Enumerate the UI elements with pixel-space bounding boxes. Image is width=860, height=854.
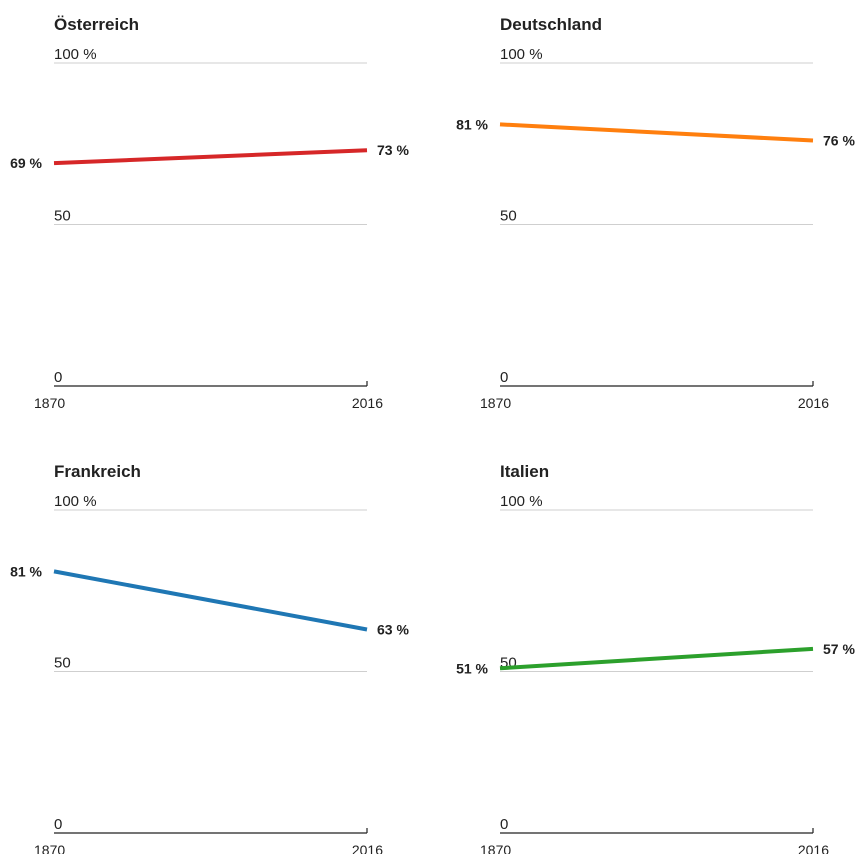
y-tick-label: 0 <box>500 816 508 833</box>
end-value-label: 76 % <box>823 133 855 149</box>
x-tick-label: 2016 <box>352 395 383 411</box>
x-tick-label: 1870 <box>34 395 65 411</box>
y-tick-label: 0 <box>500 369 508 386</box>
y-tick-label: 100 % <box>500 493 543 510</box>
chart-panel: Frankreich 0 50 100 % 1870 2016 81 % 63 % <box>10 462 409 854</box>
end-value-label: 63 % <box>377 622 409 638</box>
x-tick-label: 1870 <box>480 842 511 854</box>
y-tick-label: 0 <box>54 369 62 386</box>
y-tick-label: 100 % <box>54 46 97 63</box>
panel-title: Frankreich <box>54 462 141 481</box>
series-line <box>499 646 814 671</box>
panel-title: Deutschland <box>500 15 602 34</box>
x-tick-label: 2016 <box>798 395 829 411</box>
x-tick-label: 2016 <box>798 842 829 854</box>
x-tick-label: 1870 <box>480 395 511 411</box>
chart-panel: Deutschland 0 50 100 % 1870 2016 81 % 76 % <box>456 15 855 411</box>
start-value-label: 81 % <box>10 563 42 579</box>
y-tick-label: 50 <box>54 208 71 225</box>
series-line <box>53 148 368 166</box>
end-value-label: 57 % <box>823 641 855 657</box>
series-line <box>499 122 814 143</box>
y-tick-label: 100 % <box>500 46 543 63</box>
x-tick-label: 2016 <box>352 842 383 854</box>
series-line <box>53 569 368 632</box>
panel-title: Italien <box>500 462 549 481</box>
end-value-label: 73 % <box>377 142 409 158</box>
chart-panel: Österreich 0 50 100 % 1870 2016 69 % 73 % <box>10 15 409 411</box>
y-tick-label: 50 <box>500 208 517 225</box>
y-tick-label: 100 % <box>54 493 97 510</box>
y-tick-label: 50 <box>54 655 71 672</box>
x-tick-label: 1870 <box>34 842 65 854</box>
start-value-label: 81 % <box>456 116 488 132</box>
start-value-label: 51 % <box>456 660 488 676</box>
panel-title: Österreich <box>54 15 139 34</box>
start-value-label: 69 % <box>10 155 42 171</box>
y-tick-label: 0 <box>54 816 62 833</box>
